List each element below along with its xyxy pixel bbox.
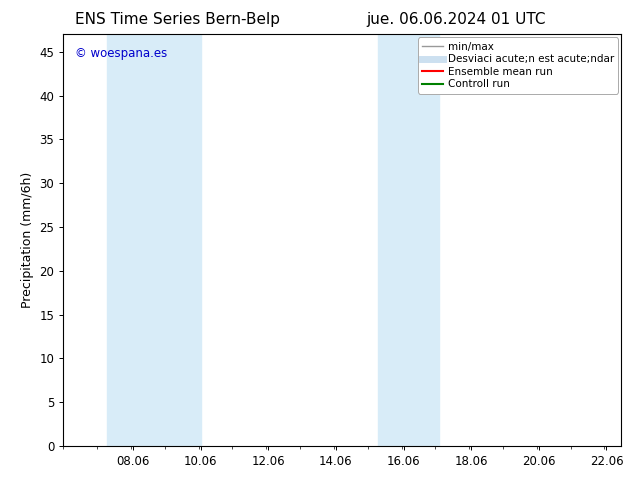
Y-axis label: Precipitation (mm/6h): Precipitation (mm/6h): [21, 172, 34, 308]
Text: jue. 06.06.2024 01 UTC: jue. 06.06.2024 01 UTC: [366, 12, 547, 27]
Bar: [378, 34, 439, 446]
Text: © woespana.es: © woespana.es: [75, 47, 167, 60]
Bar: [107, 34, 201, 446]
Legend: min/max, Desviaci acute;n est acute;ndar, Ensemble mean run, Controll run: min/max, Desviaci acute;n est acute;ndar…: [418, 37, 618, 94]
Text: ENS Time Series Bern-Belp: ENS Time Series Bern-Belp: [75, 12, 280, 27]
